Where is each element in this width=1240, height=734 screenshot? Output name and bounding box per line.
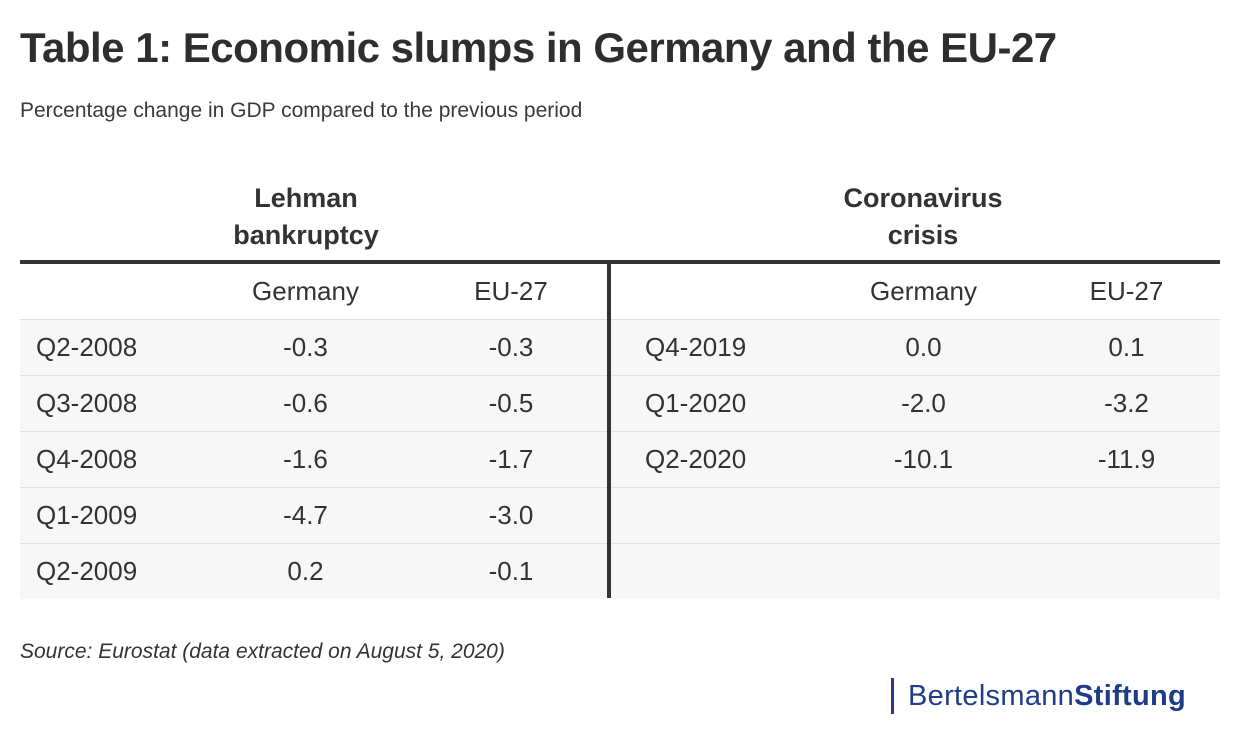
table-row: Q3-2008 -0.6 -0.5 [20, 375, 607, 431]
group-header-lehman: Lehman bankruptcy [233, 183, 379, 250]
table-header-row: Germany EU-27 [611, 264, 1220, 319]
table-row: Q4-2019 0.0 0.1 [611, 319, 1220, 375]
logo-bar [891, 678, 894, 714]
eu27-value-cell: -0.5 [488, 388, 534, 418]
table-top-rule [20, 260, 1220, 264]
germany-value-cell: 0.0 [905, 332, 942, 362]
logo-text: BertelsmannStiftung [908, 680, 1186, 713]
period-cell: Q2-2020 [645, 444, 747, 474]
table-lehman: Germany EU-27 Q2-2008 -0.3 -0.3 Q3-2008 -0.6 -0… [20, 264, 607, 599]
logo-text-part1: Bertelsmann [908, 679, 1075, 712]
table-header-row: Germany EU-27 [20, 264, 607, 319]
eu27-value-cell: -0.1 [488, 556, 534, 586]
germany-value-cell: -1.6 [283, 444, 328, 474]
eu27-value-cell: 0.1 [1108, 332, 1145, 362]
table-row: Q1-2009 -4.7 -3.0 [20, 487, 607, 543]
germany-value-cell: -10.1 [893, 444, 954, 474]
table-row: Q2-2008 -0.3 -0.3 [20, 319, 607, 375]
period-cell: Q1-2020 [645, 388, 747, 418]
period-cell: Q3-2008 [36, 388, 138, 418]
germany-value-cell: -2.0 [901, 388, 946, 418]
germany-value-cell: -0.3 [283, 332, 328, 362]
germany-value-cell: -4.7 [283, 500, 328, 530]
period-cell: Q4-2019 [645, 332, 747, 362]
column-header: Germany [870, 276, 977, 306]
germany-value-cell: 0.2 [287, 556, 324, 586]
column-header: EU-27 [1089, 276, 1164, 306]
period-cell: Q4-2008 [36, 444, 138, 474]
period-cell: Q1-2009 [36, 500, 138, 530]
table-row: Q2-2009 0.2 -0.1 [20, 543, 607, 599]
bertelsmann-stiftung-logo: BertelsmannStiftung [891, 678, 1186, 714]
table-coronavirus: Germany EU-27 Q4-2019 0.0 0.1 Q1-2020 -2.0 -3.2… [611, 264, 1220, 599]
germany-value-cell: -0.6 [283, 388, 328, 418]
column-header: Germany [252, 276, 359, 306]
period-cell: Q2-2008 [36, 332, 138, 362]
eu27-value-cell: -0.3 [488, 332, 534, 362]
table-row: Q2-2020 -10.1 -11.9 [611, 431, 1220, 487]
source-note: Source: Eurostat (data extracted on Augu… [20, 640, 505, 663]
table-divider [607, 264, 611, 598]
table-row [611, 543, 1220, 599]
eu27-value-cell: -3.2 [1104, 388, 1149, 418]
table-row: Q1-2020 -2.0 -3.2 [611, 375, 1220, 431]
page-title: Table 1: Economic slumps in Germany and … [20, 24, 1057, 71]
table-row [611, 487, 1220, 543]
table-row: Q4-2008 -1.6 -1.7 [20, 431, 607, 487]
eu27-value-cell: -3.0 [488, 500, 534, 530]
period-cell: Q2-2009 [36, 556, 138, 586]
eu27-value-cell: -1.7 [488, 444, 534, 474]
group-header-coronavirus: Coronavirus crisis [843, 183, 1003, 250]
eu27-value-cell: -11.9 [1097, 444, 1156, 474]
column-header: EU-27 [474, 276, 548, 306]
page-subtitle: Percentage change in GDP compared to the… [20, 99, 583, 122]
logo-text-part2: Stiftung [1074, 679, 1187, 712]
